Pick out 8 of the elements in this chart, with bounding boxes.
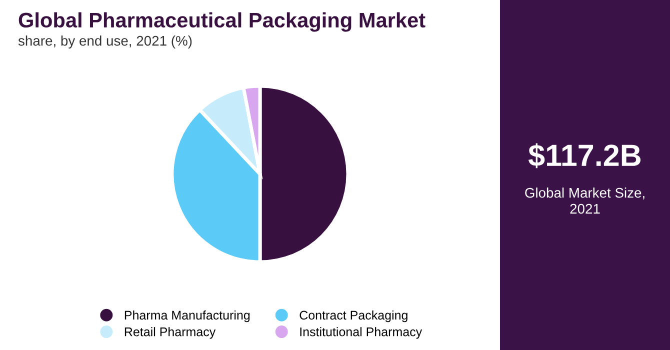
text: Global Market Size, 2021 [525,188,644,214]
chart-subtitle: share, by end use, 2021 (%) [18,36,192,48]
legend-label: Institutional Pharmacy [300,327,422,339]
legend-label: Pharma Manufacturing [124,310,250,322]
chart-title: Global Pharmaceutical Packaging Market [18,12,426,32]
text: $117.2B [528,143,641,168]
legend-label: Retail Pharmacy [124,327,216,339]
legend-label: Contract Packaging [300,310,408,322]
